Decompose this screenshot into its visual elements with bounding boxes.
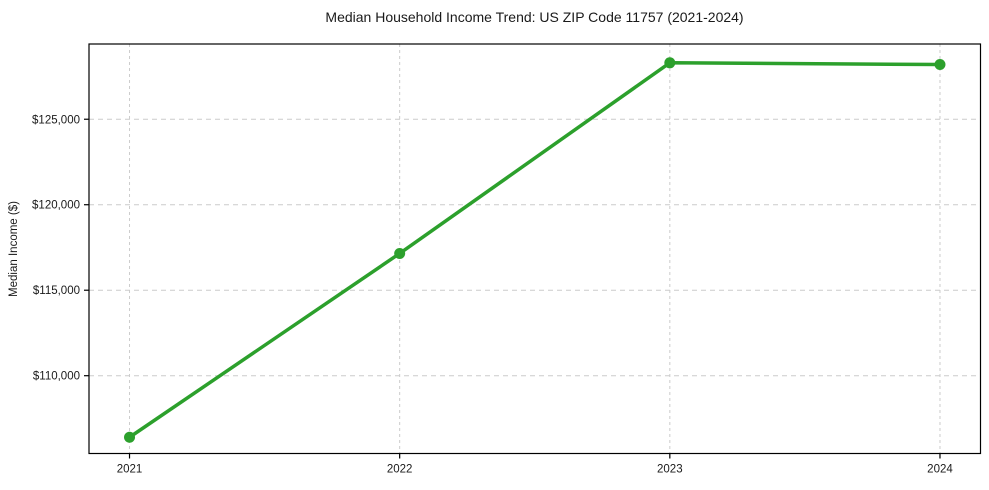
- x-tick-label: 2023: [657, 464, 683, 476]
- x-tick-label: 2021: [117, 464, 143, 476]
- x-tick-label: 2024: [927, 464, 953, 476]
- chart-title: Median Household Income Trend: US ZIP Co…: [325, 9, 743, 25]
- data-point-marker: [664, 57, 676, 69]
- series-layer: [124, 57, 946, 443]
- grid-layer: [89, 44, 981, 454]
- y-tick-label: $120,000: [32, 200, 80, 212]
- y-tick-label: $115,000: [33, 285, 80, 297]
- y-axis-label: Median Income ($): [8, 201, 20, 297]
- trend-line: [127, 61, 942, 440]
- data-point-marker: [394, 247, 406, 259]
- y-tick-label: $125,000: [32, 114, 80, 126]
- axis-layer: $110,000 $115,000 $120,000 $125,000 2021 2022…: [32, 114, 953, 475]
- x-tick-label: 2022: [387, 464, 413, 476]
- data-point-marker: [124, 431, 136, 443]
- plot-border: [88, 43, 982, 455]
- data-point-marker: [934, 59, 946, 71]
- y-tick-label: $110,000: [33, 371, 80, 383]
